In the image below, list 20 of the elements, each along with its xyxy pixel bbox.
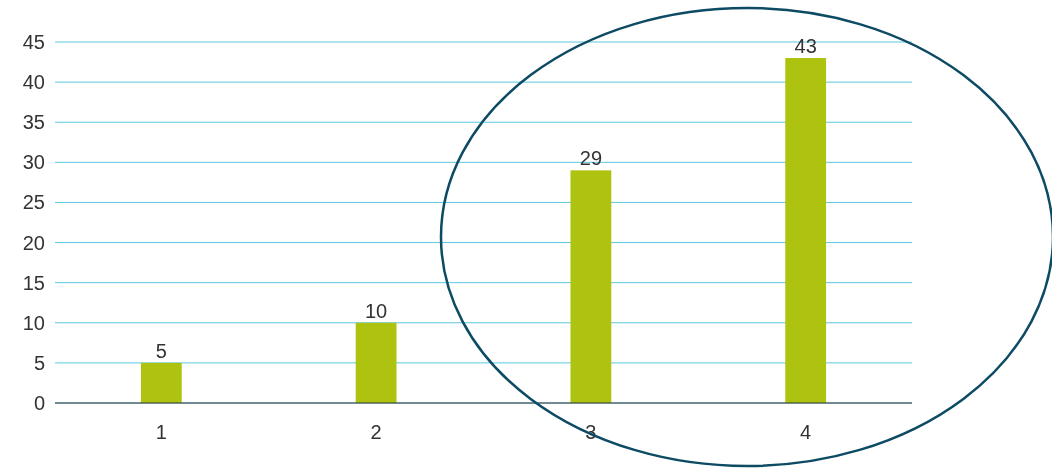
data-label: 10 — [364, 299, 388, 322]
data-label: 5 — [155, 339, 167, 362]
x-tick-label: 1 — [155, 421, 167, 443]
bar — [355, 322, 397, 403]
x-tick-label: 4 — [800, 421, 812, 443]
y-tick-label: 25 — [22, 191, 45, 214]
bar — [785, 58, 827, 403]
y-tick-label: 10 — [22, 311, 45, 334]
bar — [570, 170, 612, 403]
bar — [140, 362, 182, 403]
y-tick-label: 35 — [22, 111, 45, 134]
y-tick-label: 20 — [22, 231, 45, 254]
y-tick-label: 30 — [22, 151, 45, 174]
y-tick-label: 45 — [22, 31, 45, 53]
x-tick-label: 2 — [370, 421, 382, 443]
data-label: 43 — [794, 35, 817, 58]
y-tick-label: 5 — [33, 351, 45, 374]
y-tick-label: 15 — [22, 271, 45, 294]
y-tick-label: 40 — [22, 71, 45, 94]
y-tick-label: 0 — [33, 392, 45, 414]
